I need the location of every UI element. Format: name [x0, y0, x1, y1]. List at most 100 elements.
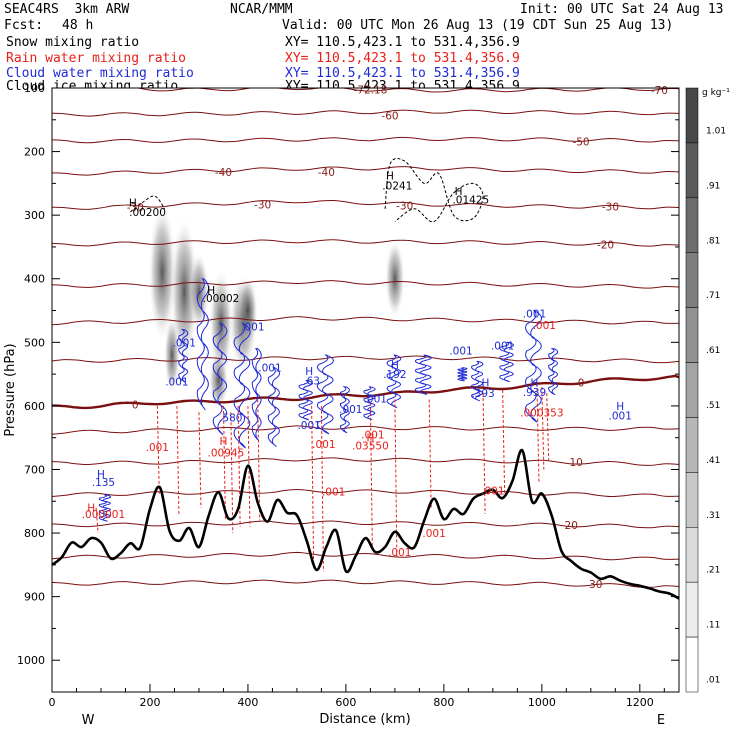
cloud-water-label-7: .001 — [339, 404, 362, 416]
high-marker-12: H — [87, 503, 95, 515]
ice-shade-0 — [148, 202, 177, 343]
colorbar-label-9: .11 — [706, 621, 720, 631]
ice-shade-4 — [237, 275, 258, 346]
high-marker-1: H — [386, 171, 394, 183]
high-marker-8: H — [616, 401, 624, 413]
snow-contour-upper — [384, 158, 484, 223]
cloud-water-label-4: .580 — [219, 412, 242, 424]
cloud-water-label-11: .393 — [471, 388, 494, 400]
high-marker-9: H — [97, 469, 105, 481]
rain-label-10: .001 — [388, 547, 411, 559]
field-snow-xy: XY= 110.5,423.1 to 531.4,356.9 — [285, 35, 520, 50]
x-tick-label-200: 200 — [139, 696, 160, 709]
high-marker-10: H — [219, 436, 227, 448]
temp-label-6: -30 — [127, 202, 144, 214]
y-tick-label-200: 200 — [24, 146, 45, 159]
temp-contour-m40 — [52, 166, 679, 176]
cloud-water-label-12: .001 — [491, 340, 514, 352]
cloud-water-cell-1 — [196, 278, 210, 411]
colorbar-label-0: 1.01 — [706, 126, 726, 136]
rain-label-0: .001 — [146, 442, 169, 454]
x-tick-label-1200: 1200 — [626, 696, 654, 709]
temp-label-14: 20 — [565, 520, 578, 532]
temp-label-1: -70 — [651, 85, 668, 97]
field-rain: Rain water mixing ratio — [6, 51, 187, 66]
cloud-water-cell-2 — [212, 322, 228, 436]
high-marker-5: H — [391, 360, 399, 372]
temp-contour-m10 — [52, 280, 679, 289]
y-tick-label-top: 100 — [24, 82, 45, 95]
temp-contour-10 — [52, 457, 679, 466]
cloud-water-cell-0 — [178, 329, 189, 383]
rain-label-6: .001 — [322, 487, 345, 499]
cloud-water-cell-11 — [414, 354, 432, 395]
colorbar-unit: g kg⁻¹ — [702, 88, 730, 98]
model-name: SEAC4RS 3km ARW — [4, 2, 130, 17]
rain-contour-12 — [428, 399, 432, 508]
ice-shade-5 — [188, 251, 209, 332]
colorbar-label-2: .81 — [706, 236, 720, 246]
colorbar-box-5 — [685, 362, 699, 418]
high-marker-6: H — [482, 377, 490, 389]
snow-label-0: .00200 — [129, 207, 166, 219]
high-marker-3: H — [207, 285, 215, 297]
field-cloudwater: Cloud water mixing ratio — [6, 66, 194, 81]
rain-label-11: .001 — [533, 320, 556, 332]
x-tick-label-600: 600 — [335, 696, 356, 709]
temp-contour-15 — [52, 488, 679, 498]
y-tick-label-400: 400 — [24, 273, 45, 286]
cloud-water-label-2: .001 — [241, 321, 264, 333]
colorbar-label-10: .01 — [706, 676, 720, 686]
temp-contour-m70 — [83, 88, 679, 93]
temp-label-4: -40 — [215, 167, 232, 179]
x-tick-label-0: 0 — [49, 696, 56, 709]
y-tick-label-600: 600 — [24, 400, 45, 413]
rain-contour-9 — [320, 405, 324, 572]
colorbar-box-9 — [685, 581, 699, 638]
rain-contour-4 — [230, 412, 234, 534]
x-axis-label: Distance (km) — [319, 712, 410, 727]
cloud-water-cell-6 — [298, 379, 314, 421]
cloud-water-cell-7 — [316, 354, 334, 435]
rain-contour-14 — [502, 389, 506, 495]
rain-contour-2 — [198, 412, 202, 508]
rain-contour-7 — [257, 399, 261, 521]
temp-contour-20 — [52, 520, 679, 529]
temp-label-8: -30 — [396, 201, 413, 213]
temp-label-10: -20 — [597, 239, 614, 251]
rain-label-4: .001 — [361, 430, 384, 442]
plot-frame — [51, 87, 680, 693]
cloud-water-label-0: .001 — [173, 337, 196, 349]
rain-label-2: .00945 — [208, 447, 245, 459]
colorbar-label-4: .61 — [706, 346, 720, 356]
cloud-water-contours — [98, 278, 559, 522]
cloud-water-cell-14 — [499, 341, 514, 383]
org-name: NCAR/MMM — [230, 2, 293, 17]
cloud-water-label-3: .001 — [258, 363, 281, 375]
cloud-water-label-6: .001 — [297, 420, 320, 432]
rain-contour-18 — [95, 507, 99, 534]
colorbar-label-3: .71 — [706, 291, 720, 301]
rain-label-1: .000001 — [82, 509, 125, 521]
temp-label-9: -30 — [602, 201, 619, 213]
cloud-water-label-16: .135 — [92, 477, 115, 489]
cloud-water-cell-10 — [386, 354, 402, 408]
colorbar-box-2 — [685, 197, 699, 253]
high-marker-0: H — [129, 197, 137, 209]
high-marker-11: H — [366, 433, 374, 445]
temp-contour-m20 — [52, 239, 679, 247]
colorbar-box-7 — [685, 472, 699, 528]
terrain-surface — [52, 449, 679, 600]
rain-contour-17 — [546, 393, 550, 464]
valid-time: Valid: 00 UTC Mon 26 Aug 13 (19 CDT Sun … — [282, 18, 674, 33]
snow-contours — [130, 158, 484, 223]
rain-contour-8 — [311, 405, 315, 565]
contour-labels: -72.18 -70 -60 -50 -40 -40 -30 -30 -30 -30 -20 0 0 10… — [82, 84, 668, 591]
cloud-water-label-14: .939 — [523, 387, 546, 399]
cloud-water-cell-9 — [363, 386, 376, 421]
colorbar-box-10 — [685, 636, 699, 693]
colorbar-box-0 — [685, 87, 699, 144]
fcst-label: Fcst: — [4, 18, 44, 33]
rain-label-3: .03550 — [352, 440, 389, 452]
